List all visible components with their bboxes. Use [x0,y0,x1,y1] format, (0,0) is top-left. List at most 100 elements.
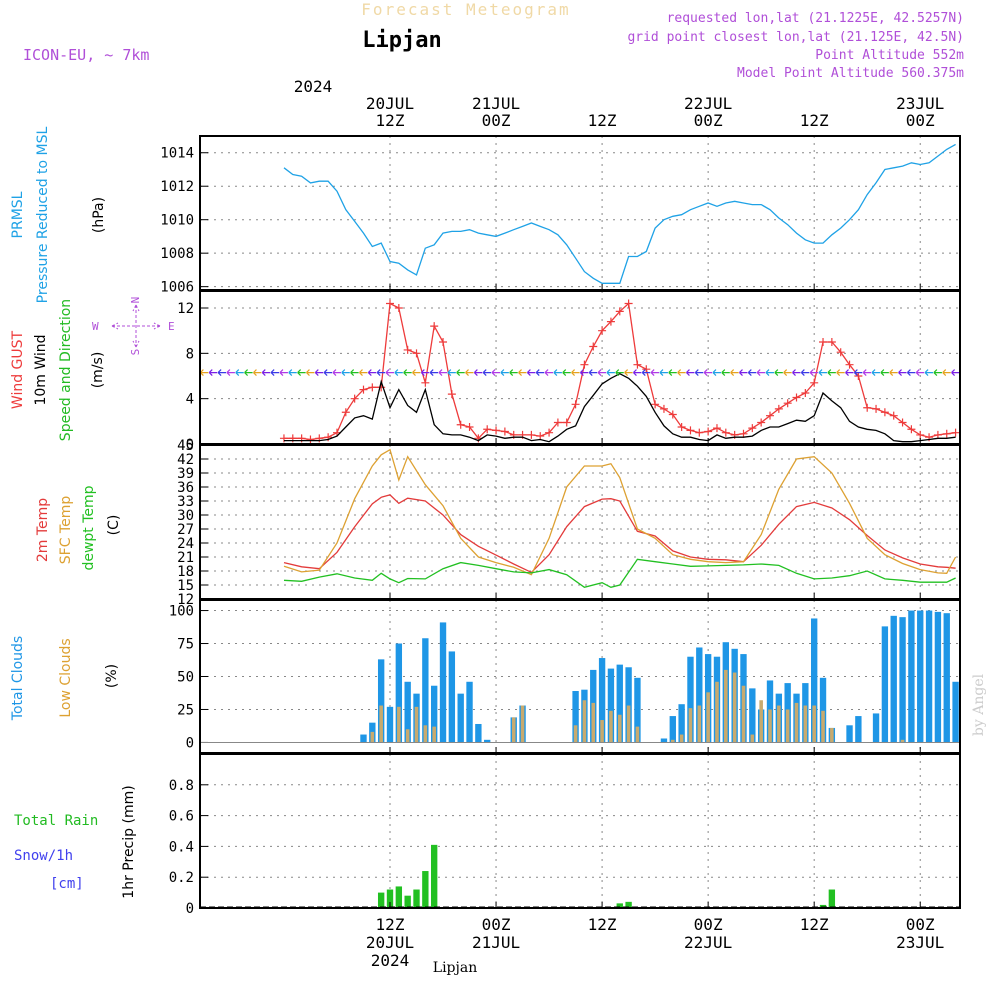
gust-marker [845,360,854,369]
dewpt-label: dewpt Temp [81,485,97,570]
rain-bar [386,889,394,908]
total-cloud-bar [439,622,447,743]
ytick-label: 50 [177,670,194,686]
low-cloud-bar [900,739,905,743]
gust-marker [500,427,509,436]
wind-direction-arrow [350,369,359,377]
total-cloud-bar [934,611,942,743]
top-time-label: 20JUL [366,94,414,113]
wind-direction-arrow [783,369,792,377]
bottom-time-label: 2024 [371,951,410,970]
gust-marker [951,428,960,437]
wind-direction-arrow [447,369,456,377]
top-time-label: 12Z [376,111,405,130]
gust-marker [774,404,783,413]
wind-direction-arrow [818,369,828,377]
wind-direction-arrow [465,369,474,377]
rain-bar [377,892,385,908]
compass-s: S [129,349,142,356]
low-cloud-bar [812,705,816,743]
total-cloud-bar [846,725,853,743]
total-cloud-bar [607,668,615,743]
precip-unit-label: 1hr Precip (mm) [121,785,137,898]
wind-direction-arrow [792,369,801,377]
precip-labels: Total Rain Snow/1h [cm] 1hr Precip (mm) [14,785,137,898]
wind-direction-arrow [650,369,660,377]
low-cloud-bar [688,708,693,743]
series-2m-temp [283,494,956,574]
wind-direction-arrow [889,369,898,377]
wind-direction-arrow [491,369,501,377]
snow-label: Snow/1h [14,848,73,864]
wind-direction-arrow [217,369,227,377]
total-cloud-bar [696,647,703,743]
gust-marker [412,349,421,358]
wind-direction-arrow [314,369,324,377]
gust-marker [386,299,394,308]
wind-direction-arrow [809,369,819,377]
ytick-label: 21 [177,550,194,566]
low-cloud-bar [423,725,428,743]
model-point-altitude: Model Point Altitude 560.375m [737,66,964,81]
total-cloud-bar [360,734,367,743]
total-cloud-bar [687,656,694,743]
ytick-label: 45 [177,438,194,454]
low-cloud-bar [724,669,728,743]
wind-direction-arrow [544,369,554,377]
sfc-temp-label: SFC Temp [58,496,74,565]
low-cloud-bar [750,734,755,743]
gust-marker [439,338,448,346]
pressure-labels: PRMSL Pressure Reduced to MSL (hPa) [10,126,107,303]
top-time-label: 22JUL [684,94,732,113]
low-cloud-bar [414,706,419,743]
wind-labels: Wind GUST 10m Wind Speed and Direction (… [10,299,106,441]
low-cloud-bar [600,720,604,743]
gust-marker [642,365,651,374]
wind-direction-arrow [915,369,925,377]
wind-direction-arrow [482,369,492,377]
gust-marker [907,425,916,434]
total-cloud-bar [598,658,606,743]
wind-direction-arrow [306,369,315,377]
wind-direction-arrow [827,369,836,377]
bottom-time-label: 00Z [482,915,511,934]
bottom-time-label: 20JUL [366,933,414,952]
total-cloud-bar [917,610,924,743]
gust-marker [704,427,713,436]
bottom-time-label: 21JUL [472,933,520,952]
low-cloud-bar [520,705,525,743]
total-cloud-bar [572,691,579,743]
gust-marker [545,428,554,437]
ytick-label: 12 [177,592,194,608]
wind-direction-arrow [332,369,341,377]
gust-marker [677,423,686,431]
total-cloud-bar [872,713,880,743]
temp2m-label: 2m Temp [35,498,51,562]
wind-direction-arrow [712,369,721,377]
low-cloud-bar [794,702,799,743]
total-cloud-bar [404,681,411,743]
wind-direction-arrow [862,369,872,377]
gust-marker [430,322,439,331]
low-cloud-bar [379,705,383,743]
wind-speed-dir-label: Speed and Direction [58,299,74,441]
ytick-label: 1014 [160,146,194,162]
gust-marker [421,378,430,387]
rain-bar [616,903,623,908]
low-cloud-bar [582,700,587,743]
series-dewpt-temp [283,558,956,589]
ytick-label: 75 [177,637,194,653]
wind10m-label: 10m Wind [33,334,49,405]
total-cloud-bar [377,659,385,743]
wind-direction-arrow [668,369,677,377]
prmsl-desc-label: Pressure Reduced to MSL [35,126,51,303]
gust-marker [942,429,951,438]
ytick-label: 0.8 [169,778,194,794]
low-cloud-bar [741,685,746,743]
wind-direction-arrow [933,369,942,377]
ytick-label: 1012 [160,179,194,195]
wind-direction-arrow [509,369,518,377]
total-cloud-bar [431,685,438,743]
panel-pressure: 1006 1008 1010 1012 1014 [160,135,961,296]
